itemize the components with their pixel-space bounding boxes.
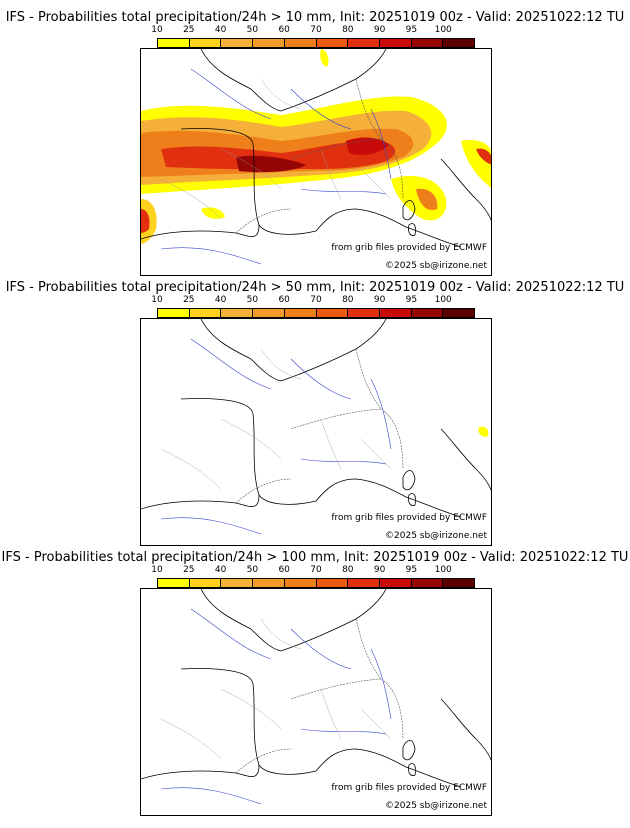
colorbar-swatch xyxy=(348,579,380,587)
colorbar-swatch xyxy=(221,309,254,317)
colorbar-tick-label: 40 xyxy=(214,295,227,305)
colorbar-tick-label: 80 xyxy=(342,25,354,35)
colorbar-swatch xyxy=(379,309,412,317)
colorbar-tick-label: 70 xyxy=(310,565,322,575)
colorbar-swatch xyxy=(221,39,254,47)
map-10mm: from grib files provided by ECMWF ©2025 … xyxy=(140,48,492,276)
colorbar-swatch xyxy=(411,39,444,47)
colorbar-tick-label: 10 xyxy=(151,25,163,35)
rivers xyxy=(160,608,392,805)
credit-source: from grib files provided by ECMWF xyxy=(331,243,487,253)
colorbar-swatch xyxy=(443,309,475,317)
colorbar-swatch xyxy=(379,39,412,47)
colorbar-tick-label: 70 xyxy=(310,295,322,305)
rivers xyxy=(160,68,392,265)
colorbar-tick-label: 90 xyxy=(373,25,386,35)
rivers xyxy=(160,338,392,535)
admin-borders xyxy=(160,78,392,220)
colorbar xyxy=(157,38,475,48)
coastline xyxy=(141,319,491,518)
precip-field xyxy=(141,49,491,244)
credit-copyright: ©2025 sb@irizone.net xyxy=(385,261,487,271)
credit-copyright: ©2025 sb@irizone.net xyxy=(385,801,487,811)
colorbar-tick-label: 25 xyxy=(183,295,195,305)
colorbar-ticks: 10 25 40 50 60 70 80 90 95 100 xyxy=(151,25,475,37)
colorbar-tick-label: 60 xyxy=(278,25,290,35)
colorbar-swatch xyxy=(221,579,254,587)
colorbar-swatch xyxy=(284,39,317,47)
colorbar-swatch xyxy=(443,39,475,47)
coastline xyxy=(141,49,491,248)
colorbar-swatch xyxy=(348,309,380,317)
colorbar-tick-label: 90 xyxy=(373,565,386,575)
colorbar-tick-label: 60 xyxy=(278,565,290,575)
colorbar-tick-label: 60 xyxy=(278,295,290,305)
map-100mm: from grib files provided by ECMWF ©2025 … xyxy=(140,588,492,816)
colorbar-ticks: 10 25 40 50 60 70 80 90 95 100 xyxy=(151,565,475,577)
colorbar-swatch xyxy=(158,39,190,47)
colorbar-tick-label: 50 xyxy=(246,25,259,35)
colorbar-tick-label: 40 xyxy=(214,565,227,575)
colorbar-swatch xyxy=(158,309,190,317)
colorbar-tick-label: 50 xyxy=(246,565,259,575)
colorbar xyxy=(157,578,475,588)
colorbar-tick-label: 25 xyxy=(183,565,195,575)
colorbar-tick-label: 25 xyxy=(183,25,195,35)
colorbar xyxy=(157,308,475,318)
colorbar-tick-label: 80 xyxy=(342,295,354,305)
colorbar-ticks: 10 25 40 50 60 70 80 90 95 100 xyxy=(151,295,475,307)
colorbar-swatch xyxy=(284,579,317,587)
colorbar-tick-label: 10 xyxy=(151,565,163,575)
colorbar-tick-label: 100 xyxy=(434,565,452,575)
admin-borders xyxy=(160,348,392,490)
colorbar-swatch xyxy=(379,579,412,587)
credit-source: from grib files provided by ECMWF xyxy=(331,783,487,793)
colorbar-tick-label: 100 xyxy=(434,295,452,305)
precip-field xyxy=(478,426,489,437)
country-borders xyxy=(235,78,404,234)
country-borders xyxy=(235,618,404,774)
credit-copyright: ©2025 sb@irizone.net xyxy=(385,531,487,541)
credit-source: from grib files provided by ECMWF xyxy=(331,513,487,523)
colorbar-swatch xyxy=(443,579,475,587)
colorbar-swatch xyxy=(189,309,222,317)
panel-title: IFS - Probabilities total precipitation/… xyxy=(5,10,625,25)
colorbar-tick-label: 50 xyxy=(246,295,259,305)
colorbar-swatch xyxy=(411,309,444,317)
coastline xyxy=(141,589,491,788)
colorbar-swatch xyxy=(189,579,222,587)
colorbar-swatch xyxy=(253,39,285,47)
panel-title: IFS - Probabilities total precipitation/… xyxy=(5,280,625,295)
colorbar-tick-label: 40 xyxy=(214,25,227,35)
colorbar-tick-label: 95 xyxy=(405,565,418,575)
colorbar-tick-label: 10 xyxy=(151,295,163,305)
country-borders xyxy=(235,348,404,504)
colorbar-tick-label: 95 xyxy=(405,25,418,35)
colorbar-swatch xyxy=(253,579,285,587)
colorbar-swatch xyxy=(411,579,444,587)
map-50mm: from grib files provided by ECMWF ©2025 … xyxy=(140,318,492,546)
colorbar-tick-label: 70 xyxy=(310,25,322,35)
panel-10mm: IFS - Probabilities total precipitation/… xyxy=(0,10,630,280)
colorbar-tick-label: 90 xyxy=(373,295,386,305)
colorbar-swatch xyxy=(316,39,349,47)
colorbar-tick-label: 100 xyxy=(434,25,452,35)
colorbar-swatch xyxy=(253,309,285,317)
colorbar-tick-label: 80 xyxy=(342,565,354,575)
colorbar-swatch xyxy=(348,39,380,47)
colorbar-tick-label: 95 xyxy=(405,295,418,305)
colorbar-swatch xyxy=(316,309,349,317)
panel-50mm: IFS - Probabilities total precipitation/… xyxy=(0,280,630,550)
panel-100mm: IFS - Probabilities total precipitation/… xyxy=(0,550,630,820)
colorbar-swatch xyxy=(158,579,190,587)
panel-title: IFS - Probabilities total precipitation/… xyxy=(1,550,629,565)
admin-borders xyxy=(160,618,392,760)
colorbar-swatch xyxy=(189,39,222,47)
colorbar-swatch xyxy=(316,579,349,587)
colorbar-swatch xyxy=(284,309,317,317)
